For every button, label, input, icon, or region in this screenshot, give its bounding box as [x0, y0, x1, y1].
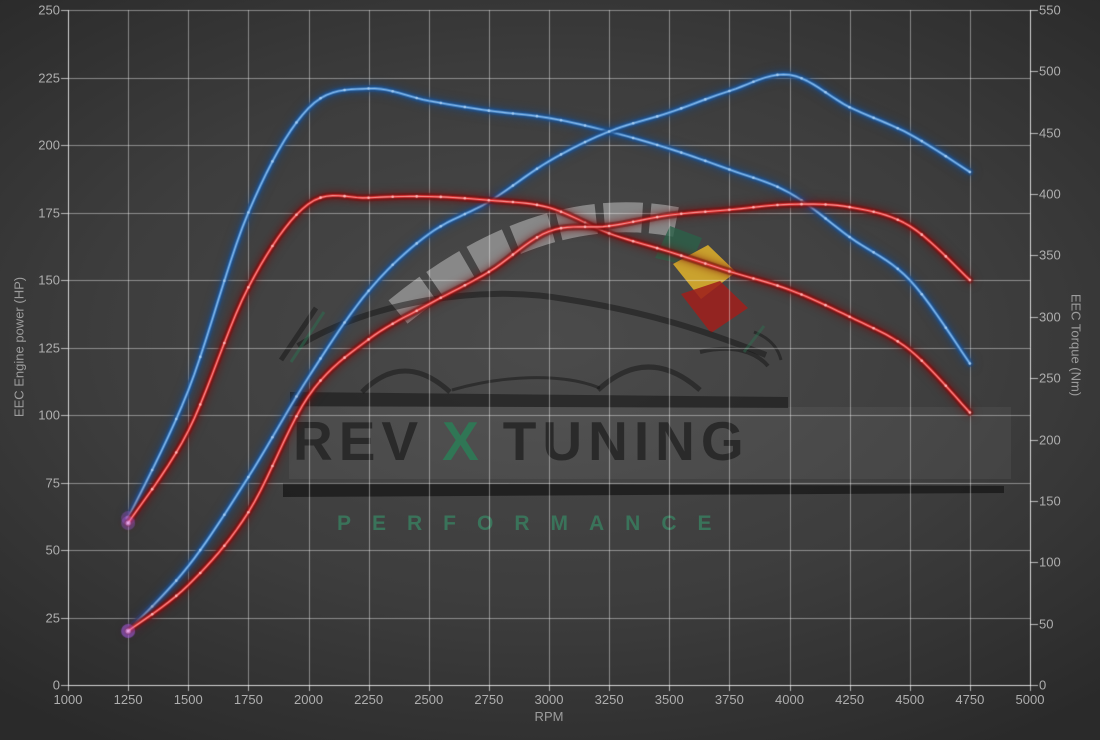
- right-tick-label: 100: [1039, 554, 1061, 570]
- left-tick-label: 125: [38, 340, 60, 355]
- left-tick-label: 150: [38, 272, 60, 288]
- left-tick-label: 250: [38, 2, 60, 18]
- x-tick-label: 3000: [534, 692, 564, 707]
- x-axis-title: RPM: [534, 709, 564, 724]
- left-tick-label: 100: [38, 407, 60, 423]
- x-tick-label: 1000: [53, 692, 83, 707]
- right-tick-label: 0: [1039, 677, 1047, 693]
- x-tick-label: 4750: [955, 692, 985, 707]
- left-tick-label: 0: [52, 677, 60, 693]
- left-tick-label: 225: [38, 70, 60, 85]
- x-tick-label: 4500: [895, 692, 925, 707]
- x-tick-label: 4250: [835, 692, 865, 707]
- left-tick-label: 75: [45, 475, 60, 490]
- x-tick-label: 3250: [594, 692, 624, 707]
- left-tick-label: 25: [45, 610, 60, 625]
- right-tick-label: 500: [1039, 63, 1061, 79]
- right-tick-label: 250: [1039, 370, 1061, 386]
- left-tick-label: 50: [45, 542, 60, 558]
- right-tick-label: 450: [1039, 125, 1061, 141]
- left-axis-title: EEC Engine power (HP): [11, 276, 27, 418]
- x-tick-label: 1250: [113, 692, 143, 707]
- right-tick-label: 550: [1039, 2, 1061, 18]
- x-tick-label: 2500: [414, 692, 444, 707]
- x-tick-label: 2000: [294, 692, 323, 707]
- x-tick-label: 3500: [654, 692, 684, 707]
- right-tick-label: 150: [1039, 493, 1061, 509]
- x-tick-label: 3750: [714, 692, 744, 707]
- x-tick-label: 1750: [233, 692, 263, 707]
- right-tick-label: 50: [1039, 616, 1054, 632]
- x-tick-label: 1500: [173, 692, 203, 707]
- right-axis-title: EEC Torque (Nm): [1068, 293, 1084, 397]
- x-tick-label: 2250: [354, 692, 384, 707]
- right-tick-label: 200: [1039, 432, 1061, 448]
- right-tick-label: 300: [1039, 309, 1061, 325]
- x-tick-label: 2750: [474, 692, 504, 707]
- left-tick-label: 175: [38, 205, 60, 220]
- x-tick-label: 4000: [775, 692, 804, 707]
- x-tick-label: 5000: [1015, 692, 1045, 707]
- right-tick-label: 400: [1039, 186, 1061, 202]
- left-tick-label: 200: [38, 137, 60, 153]
- right-tick-label: 350: [1039, 247, 1061, 263]
